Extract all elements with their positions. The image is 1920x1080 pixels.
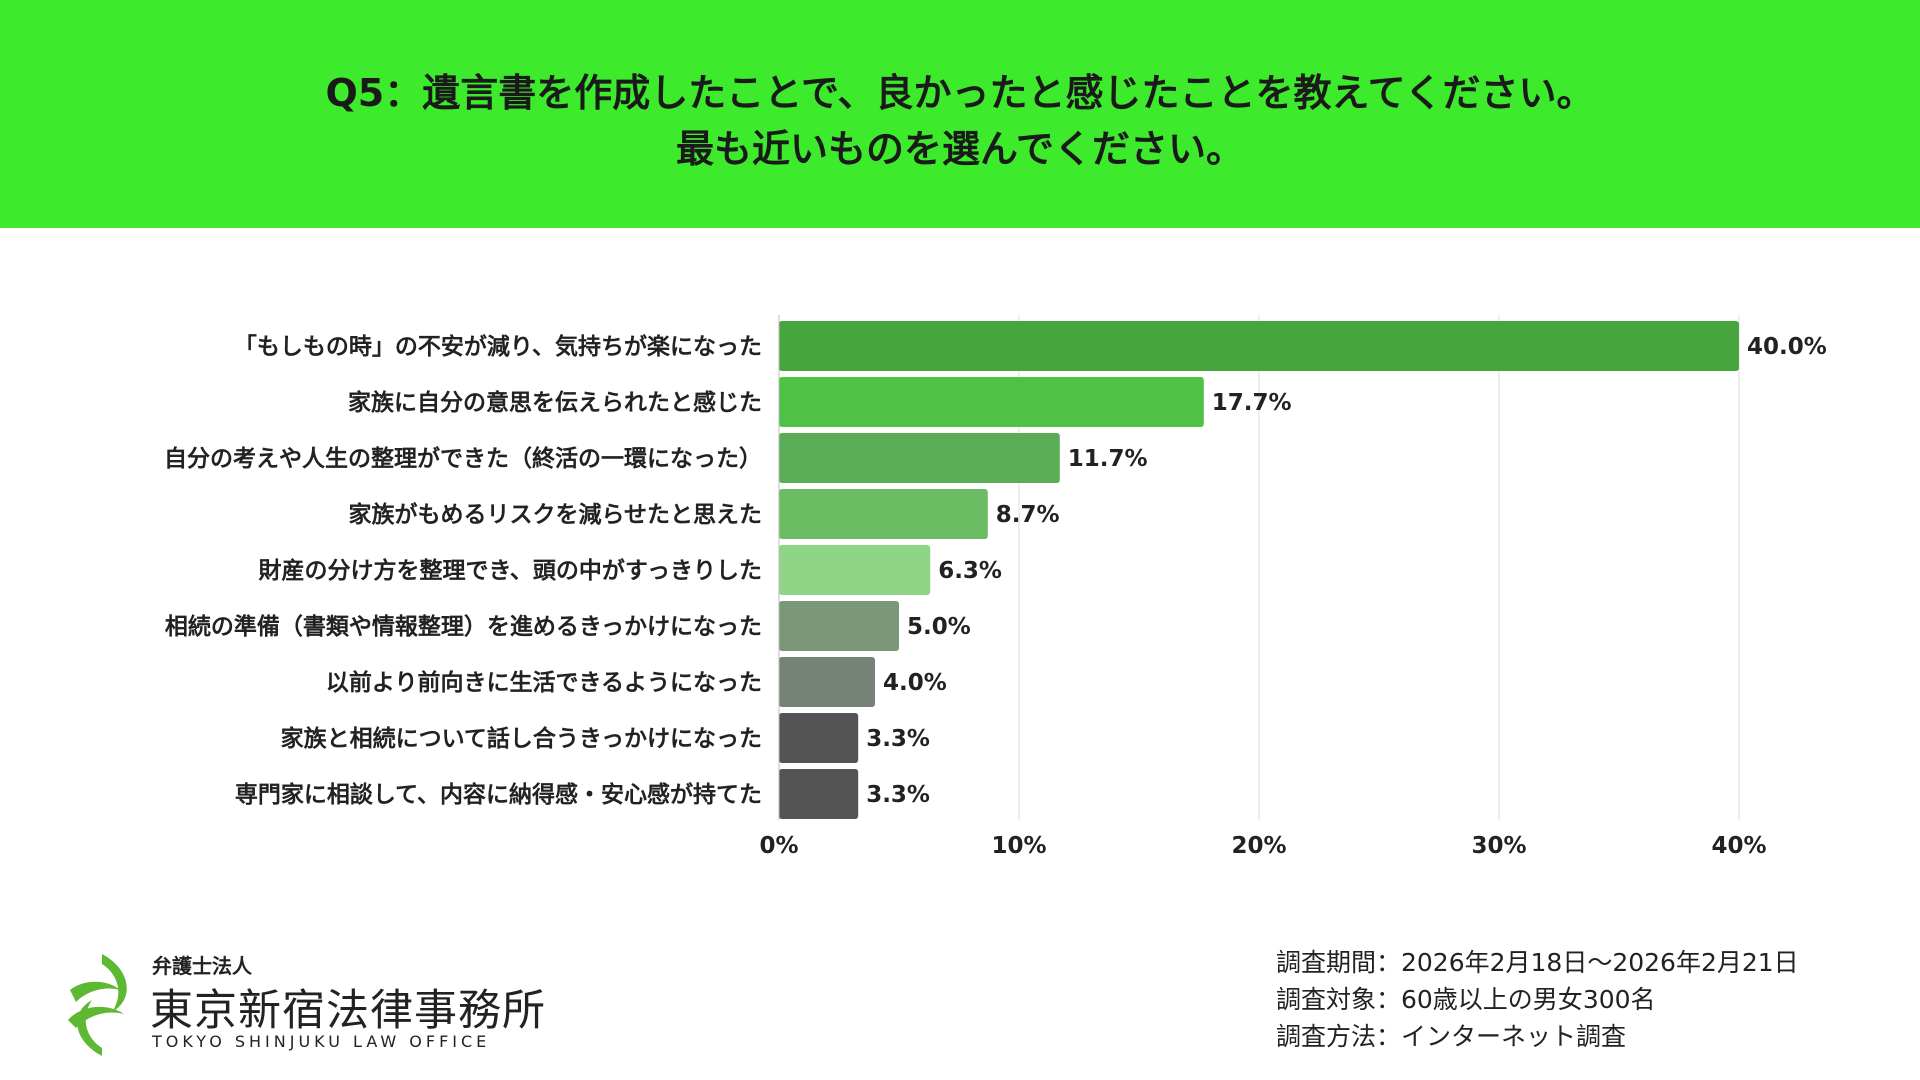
survey-method: 調査方法：インターネット調査 [1276, 1022, 1627, 1051]
value-label: 8.7% [996, 502, 1060, 528]
x-tick-label: 0% [759, 833, 798, 859]
value-label: 4.0% [883, 670, 947, 696]
category-label: 以前より前向きに生活できるようになった [326, 669, 762, 696]
question-title-line2: 最も近いものを選んでください。 [675, 127, 1245, 171]
category-label: 自分の考えや人生の整理ができた（終活の一環になった） [164, 445, 762, 472]
survey-info: 調査期間：2026年2月18日～2026年2月21日 調査対象：60歳以上の男女… [1276, 944, 1799, 1055]
law-office-leaf-logo-icon [68, 954, 127, 1056]
category-label: 相続の準備（書類や情報整理）を進めるきっかけになった [165, 613, 762, 640]
bar [779, 713, 859, 763]
bar [779, 601, 899, 651]
law-office-logo: 弁護士法人 東京新宿法律事務所 TOKYO SHINJUKU LAW OFFIC… [62, 950, 545, 1060]
category-label: 家族と相続について話し合うきっかけになった [281, 725, 762, 752]
category-label: 家族に自分の意思を伝えられたと感じた [348, 389, 762, 416]
question-title-line1: Q5：遺言書を作成したことで、良かったと感じたことを教えてください。 [325, 71, 1595, 115]
logo-name: 東京新宿法律事務所 [150, 986, 546, 1036]
value-label: 11.7% [1068, 446, 1148, 472]
bar [779, 657, 875, 707]
x-tick-label: 30% [1471, 833, 1526, 859]
bar [779, 769, 859, 819]
header-banner: Q5：遺言書を作成したことで、良かったと感じたことを教えてください。 最も近いも… [0, 0, 1920, 228]
x-tick-label: 20% [1231, 833, 1286, 859]
value-label: 3.3% [866, 782, 930, 808]
x-tick-label: 40% [1711, 833, 1766, 859]
bar [779, 321, 1739, 371]
category-label: 財産の分け方を整理でき、頭の中がすっきりした [259, 557, 762, 584]
bar [779, 489, 988, 539]
value-label: 5.0% [907, 614, 971, 640]
value-label: 17.7% [1212, 390, 1292, 416]
x-tick-label: 10% [991, 833, 1046, 859]
category-label: 「もしもの時」の不安が減り、気持ちが楽になった [234, 333, 762, 360]
value-label: 40.0% [1747, 334, 1827, 360]
bar [779, 433, 1060, 483]
value-label: 3.3% [866, 726, 930, 752]
survey-target: 調査対象：60歳以上の男女300名 [1276, 985, 1656, 1014]
category-label: 家族がもめるリスクを減らせたと思えた [348, 501, 762, 528]
category-label: 専門家に相談して、内容に納得感・安心感が持てた [235, 781, 762, 808]
bar [779, 377, 1204, 427]
logo-subtitle: 弁護士法人 [152, 954, 252, 978]
bar [779, 545, 931, 595]
value-label: 6.3% [938, 558, 1002, 584]
logo-english-name: TOKYO SHINJUKU LAW OFFICE [152, 1032, 491, 1051]
survey-period: 調査期間：2026年2月18日～2026年2月21日 [1276, 948, 1799, 977]
